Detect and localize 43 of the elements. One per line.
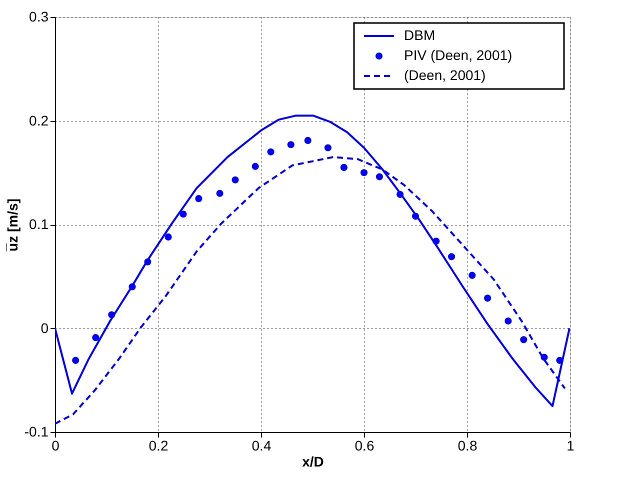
point [324,144,332,152]
x-axis-title: x/D [302,454,324,470]
point [484,294,492,302]
point [180,210,187,218]
x-tick-label: 0.4 [252,438,272,454]
y-tick-label: 0.3 [29,8,49,24]
legend-label: DBM [404,27,436,43]
legend-label: PIV (Deen, 2001) [404,47,512,63]
point [267,148,274,156]
point [108,311,116,318]
point [448,253,456,260]
x-tick-label: 0.2 [148,438,168,454]
point [432,238,440,245]
point [396,190,404,198]
point [128,283,136,290]
point [144,258,152,266]
point [287,141,294,148]
x-tick-label: 0 [52,438,60,454]
legend-label: (Deen, 2001) [404,67,486,83]
x-tick-label: 0.6 [354,438,374,454]
point [92,334,100,342]
point [164,233,172,240]
point [304,136,312,144]
point [376,173,383,180]
point [412,212,420,220]
point [232,176,239,184]
point [216,190,224,197]
x-tick-label: 1 [566,438,575,454]
y-tick-label: 0.2 [29,112,49,128]
point [556,356,564,364]
point [360,169,368,176]
y-tick-label: -0.1 [24,424,49,440]
x-tick-label: 0.8 [458,438,478,454]
point [195,195,202,202]
point [72,356,80,364]
y-axis-title: u̅z [m/s] [4,198,20,252]
point [468,272,476,279]
point [504,317,512,325]
point [252,162,259,170]
y-tick-label: 0 [40,320,49,336]
point [340,164,348,171]
point [520,336,528,344]
y-tick-label: 0.1 [29,216,49,232]
